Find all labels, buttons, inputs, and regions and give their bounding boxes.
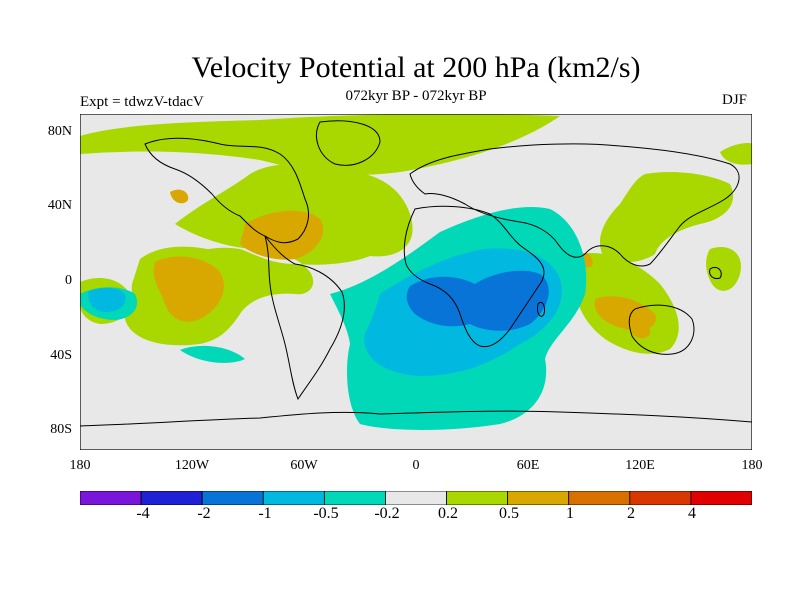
- lon-tick-label: 60E: [516, 458, 540, 473]
- lon-tick-label: 180: [69, 458, 91, 473]
- lon-tick-label: 60W: [290, 458, 318, 473]
- colorbar-swatch: [690, 491, 752, 505]
- colorbar-label: 1: [566, 505, 574, 522]
- colorbar-label: 4: [688, 505, 696, 522]
- colorbar: [80, 491, 752, 505]
- colorbar-swatch: [262, 491, 325, 505]
- colorbar-label: -0.2: [374, 505, 400, 522]
- colorbar-label: -0.5: [313, 505, 339, 522]
- colorbar-label: 0.2: [438, 505, 458, 522]
- experiment-label: Expt = tdwzV-tdacV: [80, 94, 204, 110]
- lat-tick-label: 80N: [47, 124, 72, 139]
- lat-tick-label: 80S: [50, 422, 72, 437]
- colorbar-swatch: [507, 491, 570, 505]
- lat-tick-label: 0: [65, 273, 72, 288]
- colorbar-swatch: [629, 491, 692, 505]
- coastlines: [80, 120, 752, 427]
- lat-tick-label: 40N: [47, 198, 72, 213]
- plot-title: Velocity Potential at 200 hPa (km2/s): [191, 51, 641, 84]
- colorbar-swatch: [385, 491, 447, 505]
- colorbar-label: 2: [627, 505, 635, 522]
- positive-mid-regions: [153, 189, 656, 339]
- colorbar-label: -4: [136, 505, 150, 522]
- colorbar-swatch: [568, 491, 631, 505]
- plot-subtitle: 072kyr BP - 072kyr BP: [345, 88, 487, 104]
- colorbar-swatch: [446, 491, 509, 505]
- colorbar-label: 0.5: [499, 505, 519, 522]
- colorbar-label: -1: [258, 505, 272, 522]
- negative-strong-regions: [406, 270, 549, 331]
- colorbar-label: -2: [197, 505, 211, 522]
- lon-tick-label: 0: [412, 458, 420, 473]
- colorbar-swatch: [201, 491, 264, 505]
- colorbar-swatch: [323, 491, 386, 505]
- lon-tick-label: 120E: [625, 458, 655, 473]
- lon-tick-label: 120W: [174, 458, 210, 473]
- colorbar-swatch: [140, 491, 203, 505]
- velocity-potential-map: [80, 114, 752, 450]
- colorbar-swatch: [80, 491, 142, 505]
- lon-tick-label: 180: [741, 458, 763, 473]
- lat-tick-label: 40S: [50, 348, 72, 363]
- season-label: DJF: [722, 92, 748, 108]
